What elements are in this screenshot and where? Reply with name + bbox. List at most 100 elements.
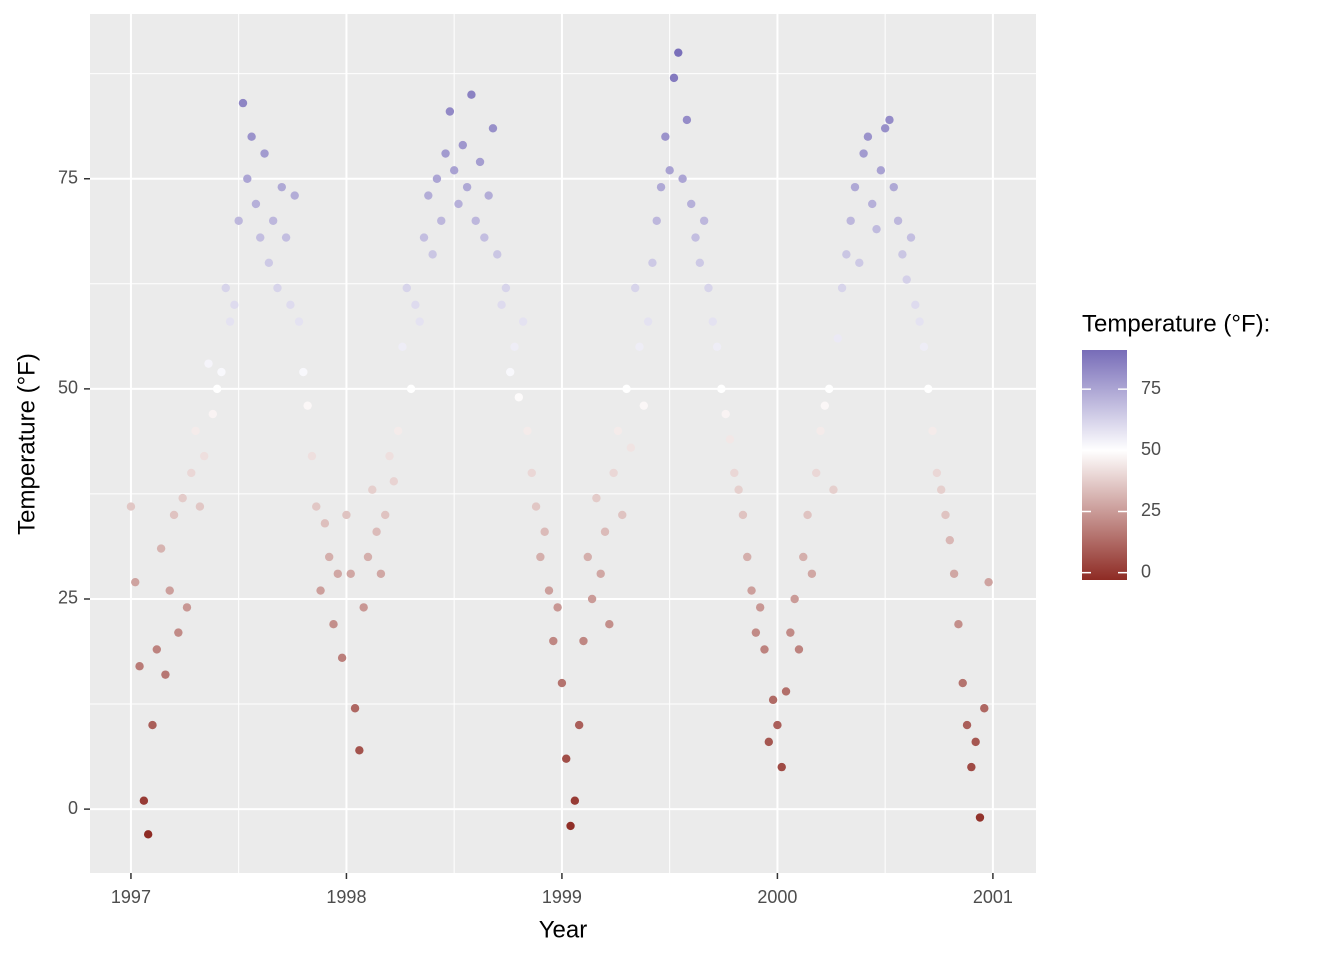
legend-tick-label: 0 xyxy=(1141,561,1151,581)
point xyxy=(760,645,769,654)
point xyxy=(799,552,808,562)
point xyxy=(932,468,942,478)
point xyxy=(863,132,873,141)
point xyxy=(553,603,562,612)
point xyxy=(531,502,541,511)
point xyxy=(527,468,536,478)
point xyxy=(876,166,886,175)
point xyxy=(781,687,791,696)
point xyxy=(936,485,946,494)
point xyxy=(592,493,601,503)
point xyxy=(208,409,218,419)
point xyxy=(518,317,528,326)
point xyxy=(488,124,498,133)
point xyxy=(583,552,592,562)
point xyxy=(712,342,722,352)
point xyxy=(458,140,467,150)
point xyxy=(182,603,192,612)
point xyxy=(273,283,282,293)
point xyxy=(243,174,252,183)
point xyxy=(312,502,321,511)
point xyxy=(613,426,623,436)
point xyxy=(411,300,420,310)
point xyxy=(777,762,786,772)
point xyxy=(562,754,571,763)
point xyxy=(579,636,588,646)
point xyxy=(385,451,394,461)
point xyxy=(355,746,364,755)
point xyxy=(342,510,351,520)
point xyxy=(738,510,748,520)
point xyxy=(678,174,687,183)
point xyxy=(609,468,618,478)
point xyxy=(428,250,437,259)
point xyxy=(725,435,735,444)
point xyxy=(755,603,765,612)
point xyxy=(557,678,567,688)
point xyxy=(281,233,291,242)
point xyxy=(346,569,355,578)
y-axis-label: Temperature (°F) xyxy=(13,353,40,535)
panel xyxy=(90,14,1036,873)
point xyxy=(721,409,730,419)
point xyxy=(536,552,545,562)
point xyxy=(708,317,717,326)
point xyxy=(238,98,248,108)
x-tick-label: 2000 xyxy=(757,887,797,907)
point xyxy=(656,182,666,192)
point xyxy=(152,645,162,654)
point xyxy=(949,569,959,578)
point xyxy=(549,636,558,646)
point xyxy=(566,821,575,831)
point xyxy=(143,830,153,839)
point xyxy=(454,199,463,209)
point xyxy=(493,250,502,259)
point xyxy=(467,90,476,99)
point xyxy=(855,258,864,267)
x-axis-label: Year xyxy=(539,916,588,943)
point xyxy=(842,250,851,259)
point xyxy=(329,620,338,629)
point xyxy=(665,166,674,175)
point xyxy=(376,569,386,578)
point xyxy=(135,662,144,671)
y-tick-label: 0 xyxy=(68,798,78,818)
y-tick-label: 75 xyxy=(58,167,78,187)
point xyxy=(919,342,929,352)
point xyxy=(506,367,515,377)
point xyxy=(639,401,649,410)
point xyxy=(449,166,459,175)
point xyxy=(984,577,993,587)
point xyxy=(924,384,933,394)
point xyxy=(764,737,773,747)
point xyxy=(837,283,847,293)
x-tick-label: 1998 xyxy=(326,887,366,907)
point xyxy=(773,720,782,730)
point xyxy=(824,384,834,394)
point xyxy=(389,477,399,486)
point xyxy=(687,199,696,209)
point xyxy=(622,384,631,394)
point xyxy=(704,283,713,293)
point xyxy=(682,115,692,125)
point xyxy=(368,485,377,494)
point xyxy=(846,216,855,225)
x-tick-label: 2001 xyxy=(973,887,1013,907)
point xyxy=(462,182,472,192)
point xyxy=(734,485,743,494)
point xyxy=(803,510,812,520)
point xyxy=(195,502,205,511)
point xyxy=(898,250,907,259)
point xyxy=(221,283,230,293)
point xyxy=(402,283,411,293)
point xyxy=(510,342,519,352)
point xyxy=(605,620,614,629)
point xyxy=(635,342,644,352)
point xyxy=(187,468,196,478)
point xyxy=(872,224,881,234)
point xyxy=(544,586,554,595)
point xyxy=(717,384,726,394)
point xyxy=(381,510,390,520)
point xyxy=(441,149,450,158)
point xyxy=(587,594,597,604)
